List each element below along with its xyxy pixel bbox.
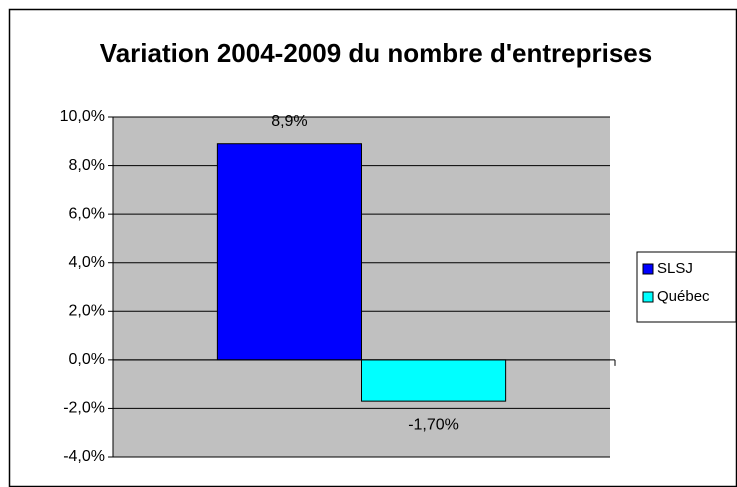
y-tick-label: 10,0% bbox=[60, 108, 105, 125]
data-label: -1,70% bbox=[408, 416, 459, 433]
y-tick-label: 4,0% bbox=[69, 254, 105, 271]
y-tick-label: -4,0% bbox=[63, 448, 105, 465]
data-label: 8,9% bbox=[271, 113, 307, 130]
y-tick-label: 6,0% bbox=[69, 205, 105, 222]
legend-label: SLSJ bbox=[657, 260, 693, 277]
y-tick-label: 0,0% bbox=[69, 351, 105, 368]
y-tick-label: -2,0% bbox=[63, 400, 105, 417]
legend-swatch bbox=[642, 291, 654, 303]
chart-title: Variation 2004-2009 du nombre d'entrepri… bbox=[100, 38, 652, 68]
y-tick-label: 8,0% bbox=[69, 157, 105, 174]
bar bbox=[361, 359, 507, 402]
legend-swatch bbox=[642, 263, 654, 275]
y-tick-label: 2,0% bbox=[69, 303, 105, 320]
legend-label: Québec bbox=[657, 288, 710, 305]
bar bbox=[216, 143, 362, 361]
